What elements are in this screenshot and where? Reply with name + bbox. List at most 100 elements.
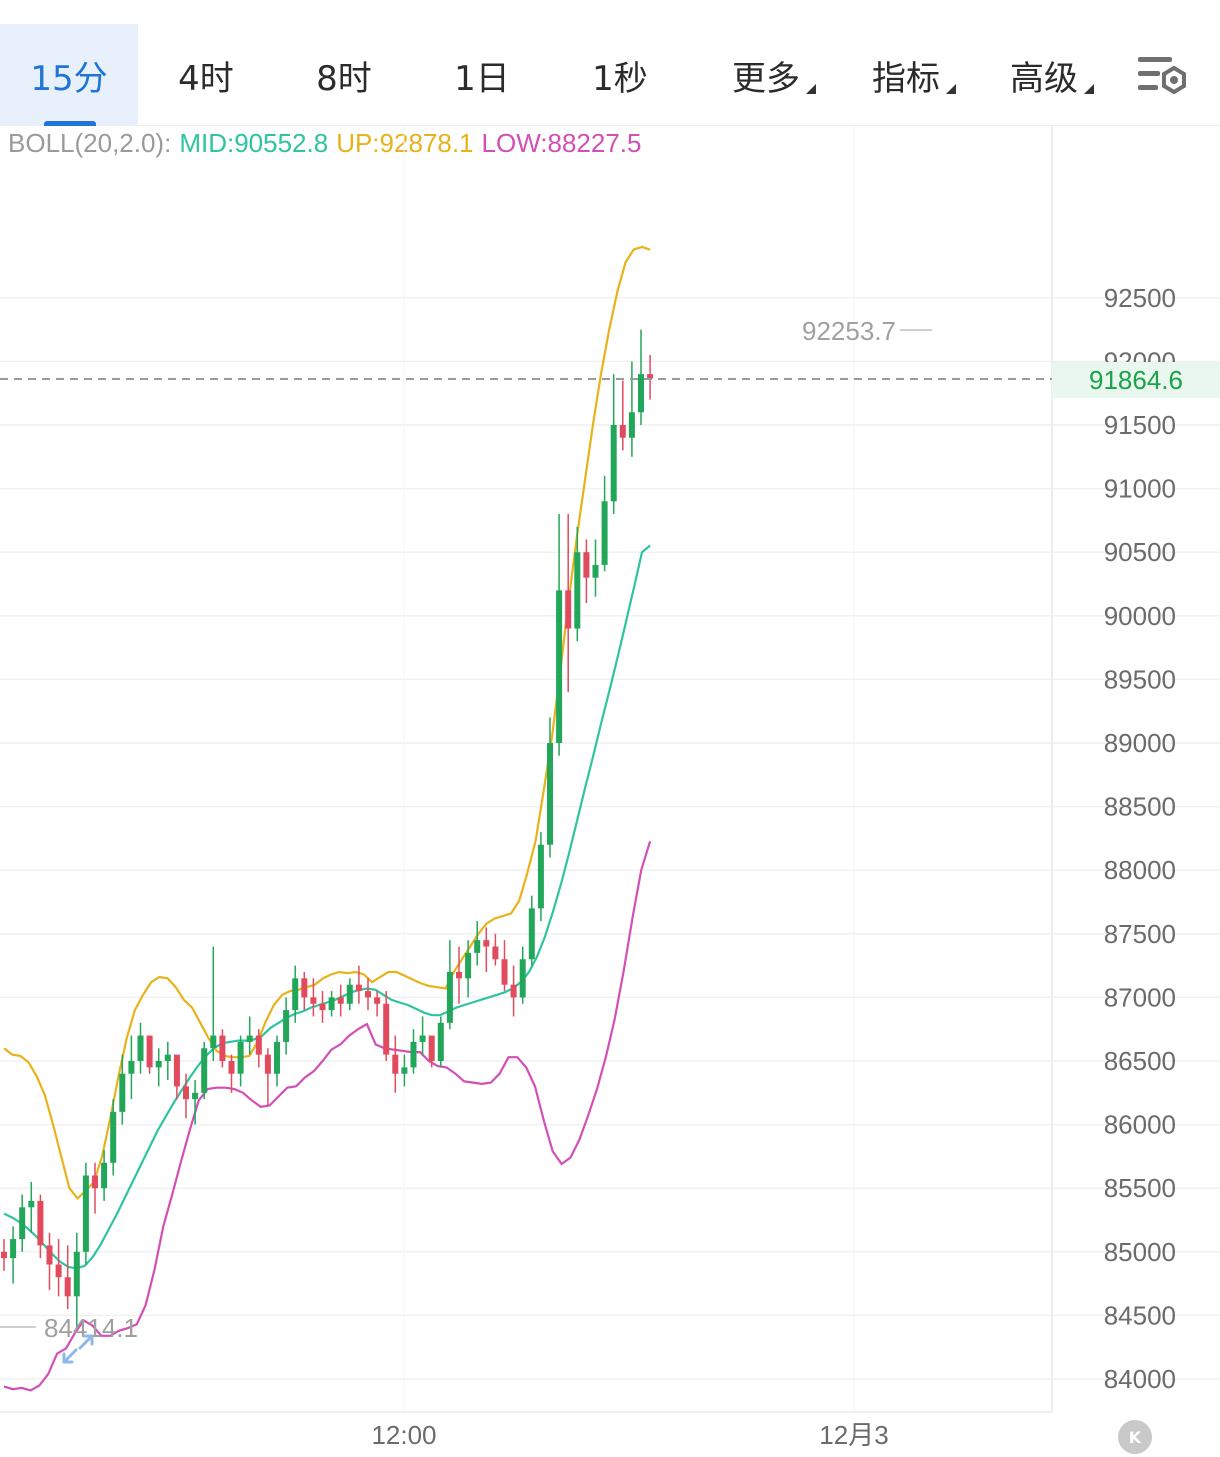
price-tick-label: 84000 xyxy=(1104,1364,1176,1394)
candle-body xyxy=(410,1041,417,1068)
candle-body xyxy=(274,1041,280,1074)
tab-label: 8时 xyxy=(316,58,372,99)
tab-more-dropdown[interactable]: 更多 xyxy=(716,24,816,126)
scroll-to-latest-button[interactable]: K xyxy=(1118,1420,1152,1454)
tab-1d[interactable]: 1日 xyxy=(424,24,540,126)
candle-body xyxy=(92,1175,98,1189)
chart-grid xyxy=(0,126,1220,1412)
candle-body xyxy=(173,1054,180,1087)
candle-body xyxy=(73,1251,80,1297)
candle-body xyxy=(401,1067,408,1074)
price-tick-label: 85000 xyxy=(1104,1237,1176,1267)
candle-body xyxy=(137,1035,144,1061)
candle-body xyxy=(574,552,581,629)
candle-body xyxy=(355,984,362,992)
candle-body xyxy=(383,1003,390,1055)
tab-label: 4时 xyxy=(178,58,234,99)
candle-body xyxy=(628,412,635,438)
candle-body xyxy=(328,997,335,1011)
candle-body xyxy=(647,374,654,379)
tab-1s[interactable]: 1秒 xyxy=(562,24,678,126)
candle-body xyxy=(164,1054,171,1061)
candles xyxy=(1,329,654,1329)
candle-body xyxy=(592,564,599,578)
candle-body xyxy=(219,1035,226,1061)
price-tick-label: 85500 xyxy=(1104,1173,1176,1203)
candle-body xyxy=(510,984,517,998)
boll-mid-line xyxy=(3,544,651,1270)
candle-body xyxy=(192,1092,199,1100)
price-tick-label: 87500 xyxy=(1104,919,1176,949)
price-tick-label: 88000 xyxy=(1104,855,1176,885)
price-tick-label: 92500 xyxy=(1104,283,1176,313)
tab-8h[interactable]: 8时 xyxy=(286,24,402,126)
dropdown-caret-icon xyxy=(946,84,956,94)
tab-label: 1秒 xyxy=(592,58,648,99)
candle-body xyxy=(483,940,490,947)
time-tick-label: 12:00 xyxy=(371,1420,436,1450)
boll-up-value: UP:92878.1 xyxy=(336,128,474,158)
tab-15m[interactable]: 15分 xyxy=(0,24,138,126)
tab-label: 更多 xyxy=(732,58,800,99)
candle-body xyxy=(365,991,371,998)
candle-body xyxy=(64,1277,71,1297)
price-axis: 84000 84500 85000 85500 86000 86500 87000 87500… xyxy=(1104,283,1176,1394)
candle-body xyxy=(428,1035,435,1061)
candle-body xyxy=(237,1041,244,1074)
dropdown-caret-icon xyxy=(1084,84,1094,94)
tab-4h[interactable]: 4时 xyxy=(148,24,264,126)
candle-body xyxy=(119,1073,126,1112)
candle-body xyxy=(264,1054,271,1074)
candle-body xyxy=(346,984,353,1004)
candle-body xyxy=(37,1200,44,1246)
timeframe-toolbar: 15分 4时 8时 1日 1秒 更多 指标 高级 xyxy=(0,0,1220,126)
candle-body xyxy=(501,959,508,985)
candle-body xyxy=(446,971,453,1023)
tab-label: 高级 xyxy=(1010,58,1078,99)
candle-body xyxy=(201,1048,208,1093)
candle-body xyxy=(474,940,481,953)
tab-indicators-dropdown[interactable]: 指标 xyxy=(856,24,956,126)
candle-body xyxy=(583,552,590,578)
expand-arrows-icon[interactable] xyxy=(58,1330,98,1368)
tab-label: 指标 xyxy=(872,58,940,99)
candle-body xyxy=(638,374,644,413)
time-tick-label: 12月3 xyxy=(819,1420,888,1450)
candle-body xyxy=(210,1035,217,1049)
current-price-tag: 91864.6 xyxy=(1052,362,1220,398)
price-tick-label: 91500 xyxy=(1104,410,1176,440)
tab-label: 15分 xyxy=(30,58,108,99)
candlestick-chart[interactable]: 84000 84500 85000 85500 86000 86500 87000 87500… xyxy=(0,126,1220,1457)
candle-body xyxy=(301,978,308,998)
candle-body xyxy=(46,1245,53,1265)
candle-body xyxy=(155,1061,162,1068)
candle-body xyxy=(565,590,572,629)
candle-body xyxy=(601,501,608,565)
candle-body xyxy=(465,952,472,979)
candle-body xyxy=(228,1061,235,1074)
candle-body xyxy=(82,1175,89,1252)
candle-body xyxy=(456,971,462,979)
candle-body xyxy=(255,1035,262,1055)
candle-body xyxy=(283,1010,290,1042)
tab-advanced-dropdown[interactable]: 高级 xyxy=(994,24,1094,126)
candle-body xyxy=(183,1086,189,1100)
candle-body xyxy=(419,1035,426,1042)
candle-body xyxy=(392,1054,399,1074)
price-tick-label: 91000 xyxy=(1104,474,1176,504)
price-tick-label: 87000 xyxy=(1104,982,1176,1012)
candle-body xyxy=(101,1162,108,1189)
candle-body xyxy=(519,959,526,998)
candle-body xyxy=(128,1061,135,1074)
price-tick-label: 89000 xyxy=(1104,728,1176,758)
candle-body xyxy=(610,425,617,502)
high-price-label: 92253.7 xyxy=(802,316,896,346)
price-tick-label: 89500 xyxy=(1104,664,1176,694)
chart-settings-icon[interactable] xyxy=(1136,52,1188,100)
time-axis: 12:00 12月3 xyxy=(371,1420,888,1450)
price-tick-label: 88500 xyxy=(1104,792,1176,822)
price-tick-label: 90000 xyxy=(1104,601,1176,631)
boll-low-line xyxy=(3,840,652,1392)
candle-body xyxy=(337,997,344,1004)
candle-body xyxy=(19,1207,26,1240)
